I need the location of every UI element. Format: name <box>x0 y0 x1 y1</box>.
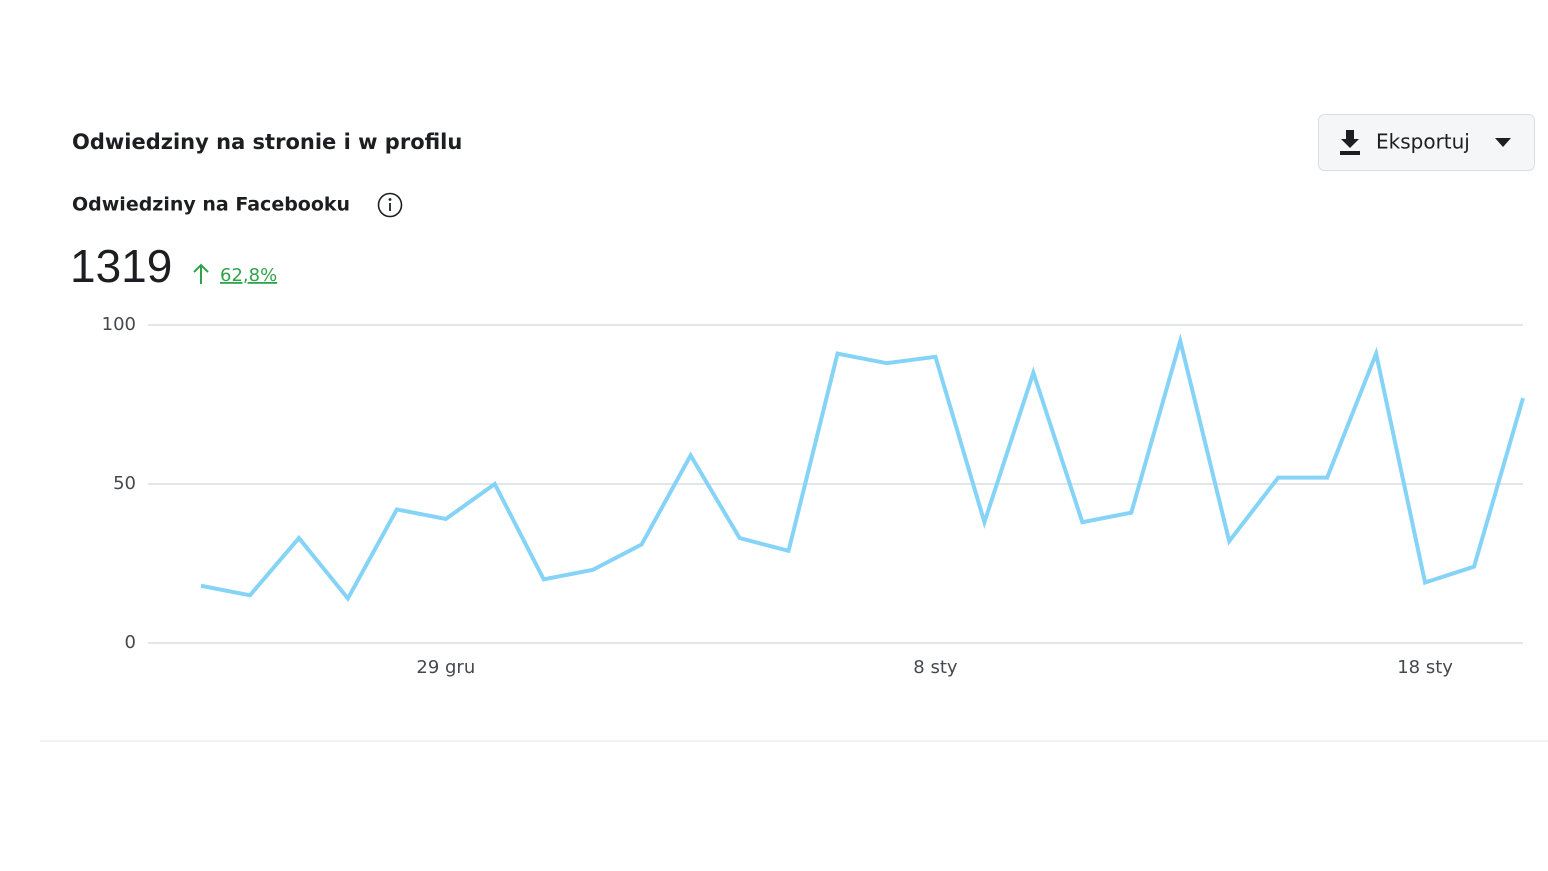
data-line <box>200 333 1525 603</box>
info-icon[interactable] <box>377 192 403 218</box>
info-circle[interactable] <box>377 192 403 218</box>
x-tick-label: 8 sty <box>913 657 958 678</box>
button-background[interactable] <box>1318 114 1535 171</box>
section-title: Odwiedziny na stronie i w profilu <box>72 130 462 154</box>
download-icon[interactable] <box>1340 130 1360 155</box>
button-label[interactable]: Eksportuj <box>1376 130 1470 154</box>
y-tick-label: 0 <box>125 632 136 653</box>
x-tick-label: 18 sty <box>1397 657 1453 678</box>
caret-icon[interactable] <box>1495 138 1511 147</box>
metric-name: Odwiedziny na Facebooku <box>72 194 350 216</box>
up-arrow <box>193 263 209 284</box>
info-dot[interactable] <box>388 198 392 201</box>
x-tick-label: 29 gru <box>416 657 475 678</box>
y-tick-label: 50 <box>113 473 136 494</box>
export-button[interactable]: Eksportuj <box>1318 114 1535 171</box>
chart: 0 50 100 29 gru 8 sty 18 sty <box>102 314 1525 678</box>
y-tick-label: 100 <box>102 314 136 335</box>
metric-change[interactable]: 62,8% <box>220 265 277 286</box>
metric-total: 1319 <box>70 240 172 292</box>
